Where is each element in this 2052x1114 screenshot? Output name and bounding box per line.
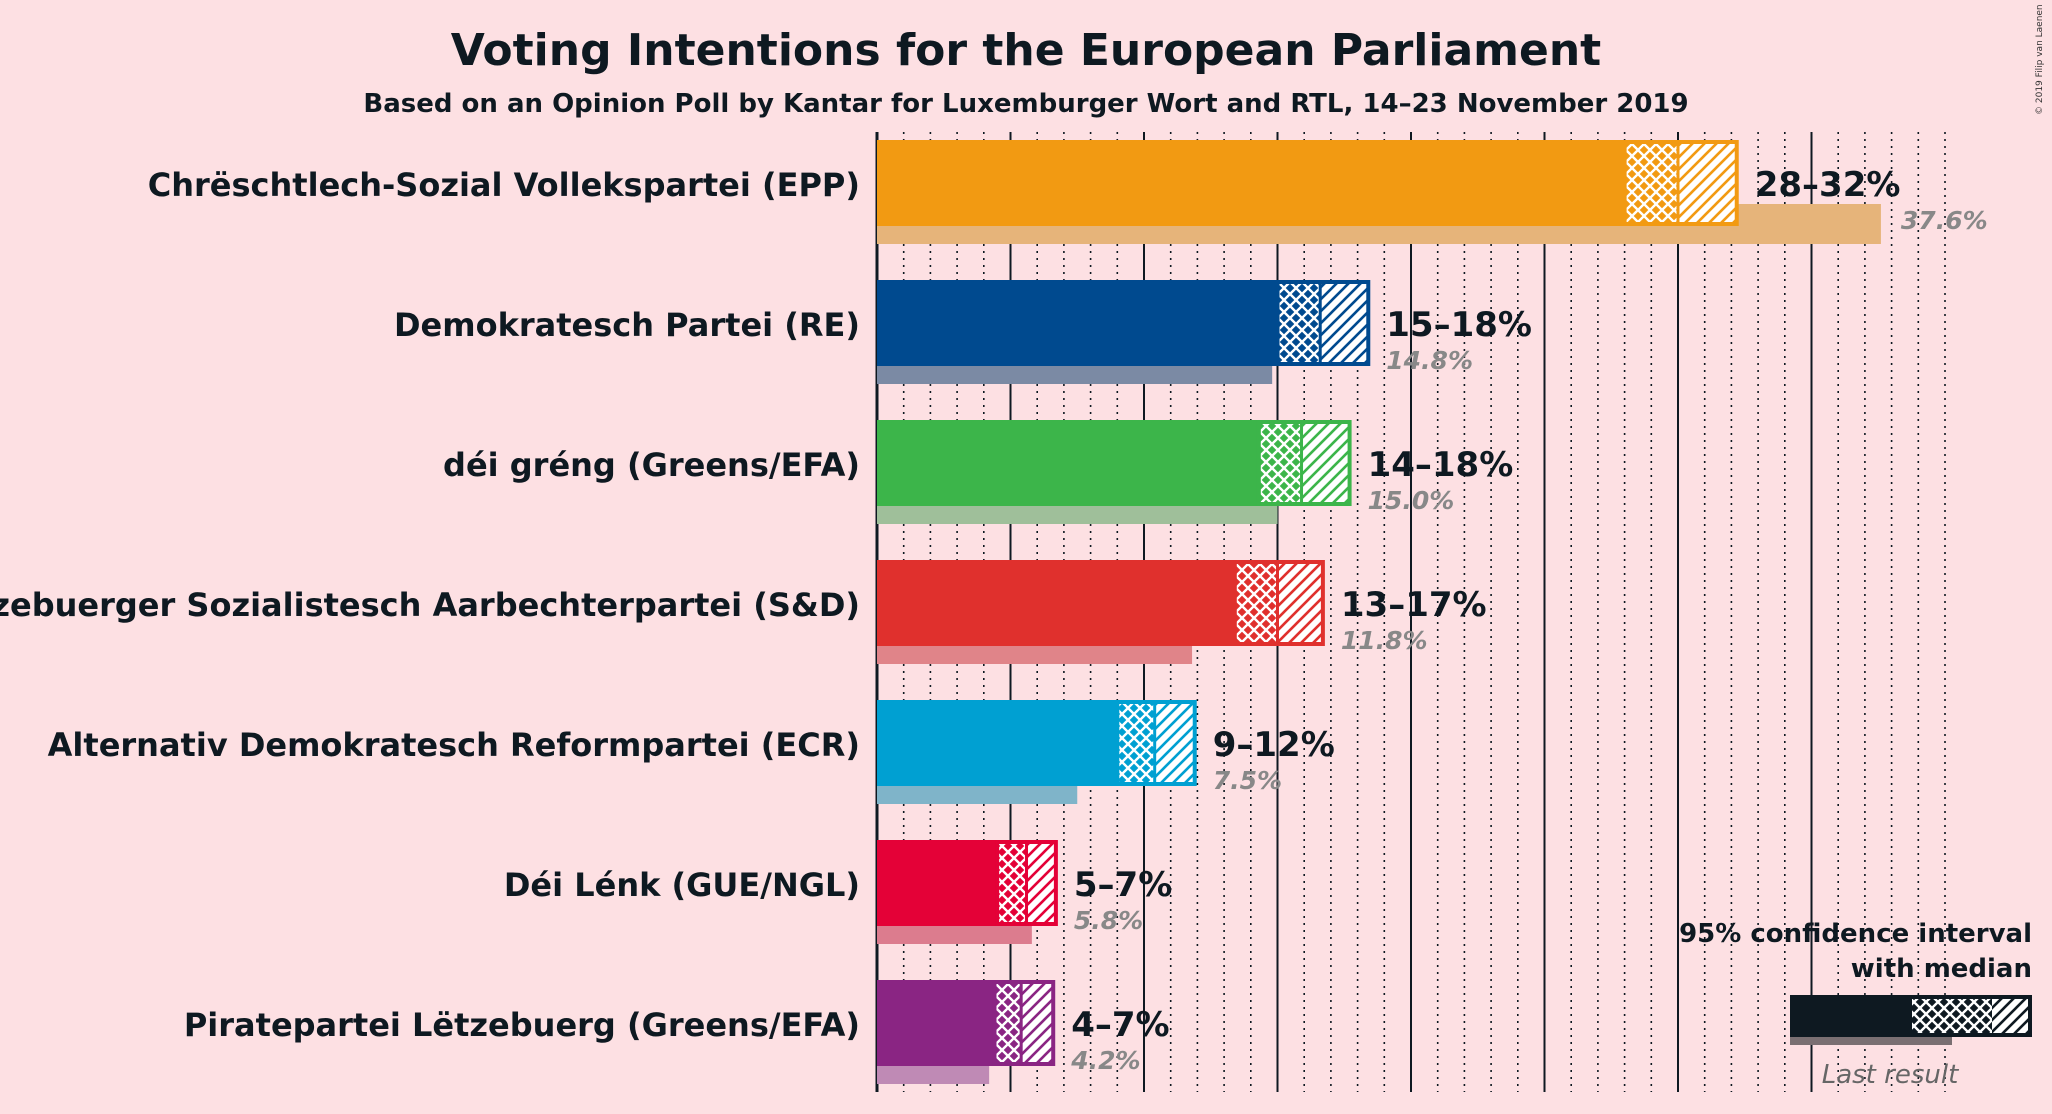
bars-group: Chrëschtlech-Sozial Vollekspartei (EPP) 2… [0, 140, 1988, 1084]
ci-outline [1256, 420, 1352, 506]
poll-bar-solid [877, 420, 1259, 506]
last-result-label: 14.8% [1386, 346, 1473, 375]
ci-median-high-segment [1026, 842, 1056, 924]
ci-outline [992, 980, 1056, 1066]
party-row: Chrëschtlech-Sozial Vollekspartei (EPP) 2… [148, 140, 1988, 244]
party-label: déi gréng (Greens/EFA) [443, 446, 860, 484]
ci-median-high-segment [1678, 142, 1737, 224]
legend-hatch-swatch [1992, 997, 2030, 1035]
legend-ci-label-line2: with median [1851, 954, 2032, 984]
range-label: 13–17% [1341, 585, 1487, 625]
poll-bar-solid [877, 700, 1118, 786]
legend-last-result-label: Last result [1822, 1060, 1959, 1090]
legend-cross-swatch [1910, 997, 1992, 1035]
poll-bar-solid [877, 140, 1625, 226]
ci-low-median-segment [994, 982, 1022, 1064]
ci-low-median-segment [997, 842, 1027, 924]
ci-median-high-segment [1154, 702, 1195, 784]
chart-title: Voting Intentions for the European Parli… [451, 25, 1601, 76]
last-result-label: 5.8% [1074, 906, 1143, 935]
party-row: Lëtzebuerger Sozialistesch Aarbechterpar… [0, 560, 1487, 664]
range-label: 5–7% [1074, 865, 1172, 905]
range-label: 9–12% [1213, 725, 1335, 765]
range-label: 28–32% [1755, 165, 1901, 205]
poll-bar-solid [877, 560, 1235, 646]
last-result-label: 37.6% [1901, 206, 1988, 235]
ci-median-high-segment [1320, 282, 1369, 364]
poll-bar-solid [877, 280, 1278, 366]
last-result-label: 15.0% [1368, 486, 1455, 515]
last-result-label: 11.8% [1341, 626, 1428, 655]
chart-subtitle: Based on an Opinion Poll by Kantar for L… [363, 89, 1688, 119]
ci-low-median-segment [1234, 562, 1278, 644]
party-row: Alternativ Demokratesch Reformpartei (EC… [48, 700, 1335, 804]
party-row: déi gréng (Greens/EFA) 14–18%15.0% [443, 420, 1513, 524]
party-label: Déi Lénk (GUE/NGL) [504, 866, 860, 904]
ci-low-median-segment [1624, 142, 1678, 224]
ci-median-high-segment [1301, 422, 1350, 504]
ci-outline [1622, 140, 1739, 226]
ci-median-high-segment [1277, 562, 1323, 644]
legend: 95% confidence interval with median Last… [1679, 919, 2032, 1090]
copyright-note: © 2019 Filip van Laenen [2035, 4, 2045, 115]
party-label: Alternativ Demokratesch Reformpartei (EC… [48, 726, 860, 764]
legend-ci-outline [1908, 995, 2032, 1037]
poll-bar-solid [877, 980, 995, 1066]
ci-outline [1275, 280, 1371, 366]
party-row: Demokratesch Partei (RE) 15–18%14.8% [394, 280, 1532, 384]
party-label: Lëtzebuerger Sozialistesch Aarbechterpar… [0, 586, 860, 624]
last-result-label: 4.2% [1070, 1046, 1140, 1075]
ci-low-median-segment [1117, 702, 1155, 784]
ci-low-median-segment [1258, 422, 1302, 504]
ci-median-high-segment [1021, 982, 1054, 1064]
ci-low-median-segment [1277, 282, 1321, 364]
range-label: 15–18% [1386, 305, 1532, 345]
party-label: Piratepartei Lëtzebuerg (Greens/EFA) [184, 1006, 860, 1044]
last-result-label: 7.5% [1213, 766, 1282, 795]
party-label: Chrëschtlech-Sozial Vollekspartei (EPP) [148, 166, 860, 204]
range-label: 4–7% [1071, 1005, 1169, 1045]
party-row: Piratepartei Lëtzebuerg (Greens/EFA) 4–7%… [184, 980, 1170, 1084]
range-label: 14–18% [1368, 445, 1514, 485]
legend-ci-label-line1: 95% confidence interval [1679, 919, 2032, 949]
legend-solid-swatch [1790, 995, 1910, 1037]
poll-bar-solid [877, 840, 998, 926]
party-label: Demokratesch Partei (RE) [394, 306, 860, 344]
party-row: Déi Lénk (GUE/NGL) 5–7%5.8% [504, 840, 1172, 944]
